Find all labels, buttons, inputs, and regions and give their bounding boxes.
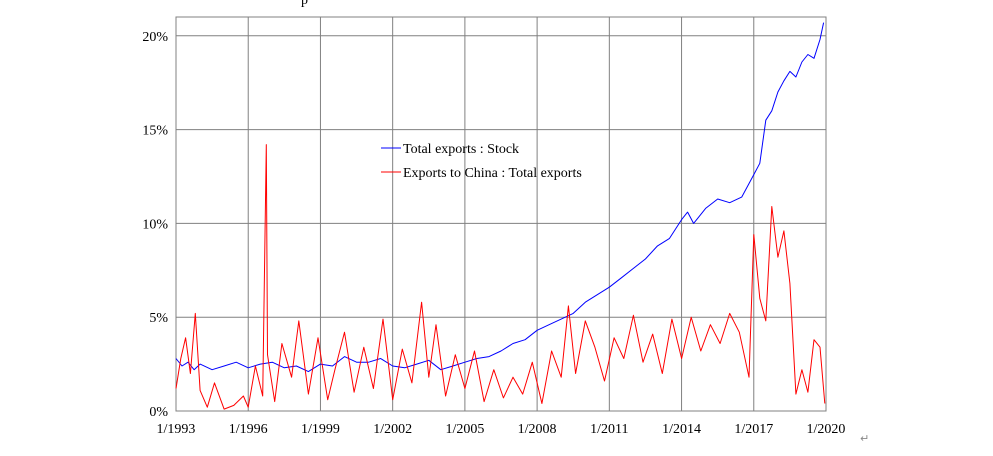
cropped-title-fragment: p bbox=[301, 0, 308, 8]
legend-label-1: Exports to China : Total exports bbox=[403, 166, 582, 181]
x-tick-label: 1/2011 bbox=[590, 422, 628, 437]
x-tick-label: 1/2005 bbox=[445, 422, 484, 437]
x-tick-label: 1/1999 bbox=[301, 422, 340, 437]
series-lines bbox=[175, 22, 826, 410]
grid-lines bbox=[176, 17, 826, 411]
series-line-0 bbox=[175, 22, 825, 373]
legend: Total exports : Stock Exports to China : … bbox=[381, 142, 582, 181]
x-tick-label: 1/2020 bbox=[807, 422, 846, 437]
y-tick-label: 5% bbox=[149, 311, 168, 326]
x-tick-label: 1/2002 bbox=[373, 422, 412, 437]
x-axis: 1/1993 1/1996 1/1999 1/2002 1/2005 1/2008 1/20… bbox=[157, 422, 846, 437]
y-tick-label: 10% bbox=[142, 217, 168, 232]
y-tick-label: 15% bbox=[142, 124, 168, 139]
x-tick-label: 1/1996 bbox=[229, 422, 268, 437]
x-tick-label: 1/2014 bbox=[662, 422, 701, 437]
y-tick-label: 20% bbox=[142, 30, 168, 45]
plot-area bbox=[175, 16, 827, 412]
series-line-1 bbox=[175, 144, 826, 410]
return-mark: ↵ bbox=[860, 432, 869, 445]
x-tick-label: 1/2008 bbox=[518, 422, 557, 437]
x-tick-label: 1/1993 bbox=[157, 422, 196, 437]
legend-label-0: Total exports : Stock bbox=[403, 142, 519, 157]
y-tick-label: 0% bbox=[149, 405, 168, 420]
y-axis: 0% 5% 10% 15% 20% bbox=[142, 30, 168, 420]
x-tick-label: 1/2017 bbox=[734, 422, 773, 437]
